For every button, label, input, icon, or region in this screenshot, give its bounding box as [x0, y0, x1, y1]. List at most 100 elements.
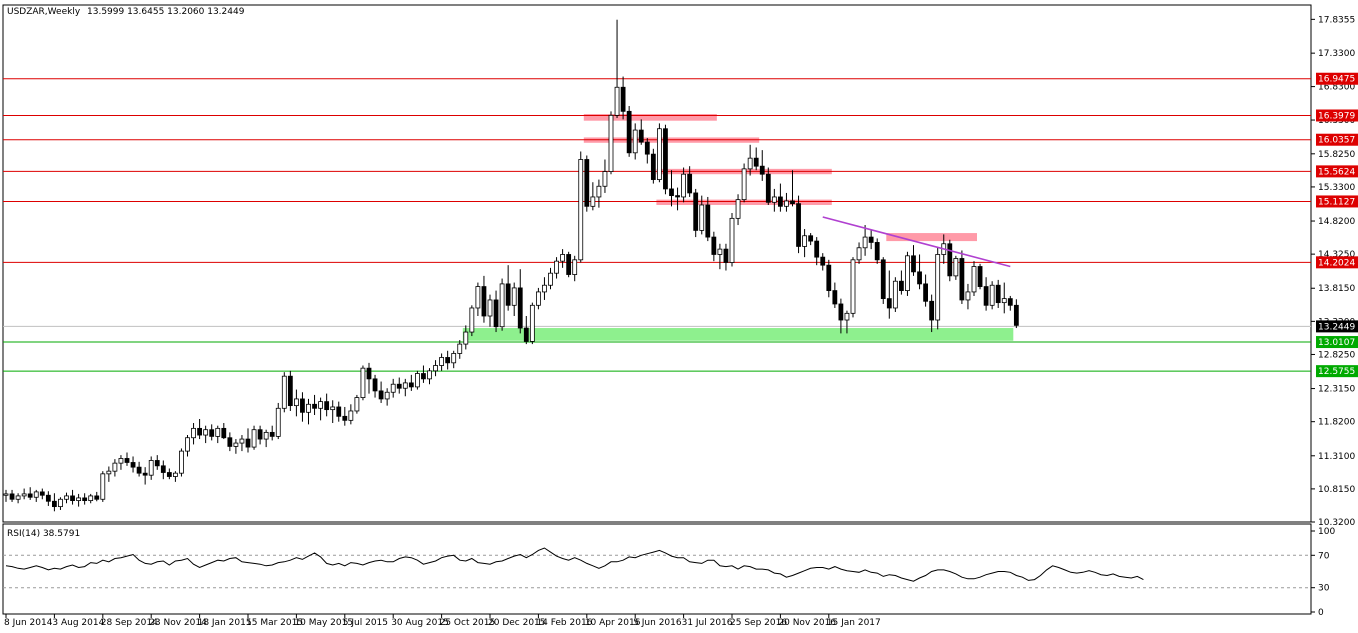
candle-body — [572, 259, 578, 275]
candle-body — [154, 460, 160, 467]
candle-body — [832, 290, 838, 305]
candle-body — [856, 247, 862, 261]
candle-body — [669, 188, 674, 197]
candle-body — [499, 283, 505, 328]
candle-body — [493, 299, 499, 328]
level-tag-label: 14.2024 — [1318, 258, 1355, 268]
price-tick-label: 15.3300 — [1318, 183, 1355, 193]
candle-body — [850, 259, 856, 314]
candle-body — [517, 287, 523, 329]
candle-body — [70, 495, 75, 501]
candle-body — [414, 373, 420, 388]
current-price-label: 13.2449 — [1318, 322, 1355, 332]
candle-body — [112, 462, 118, 472]
rsi-tick-label: 30 — [1318, 584, 1330, 594]
candle-body — [318, 401, 324, 409]
candle-body — [693, 192, 699, 231]
candle-body — [39, 491, 45, 496]
candle-body — [408, 382, 414, 388]
candle-body — [989, 284, 995, 306]
candle-body — [9, 493, 15, 500]
candle-body — [197, 427, 203, 436]
level-tag-label: 12.5755 — [1318, 367, 1355, 377]
price-tick-label: 12.8250 — [1318, 350, 1355, 360]
candle-body — [82, 497, 88, 501]
candle-body — [348, 410, 354, 421]
candle-body — [729, 217, 735, 263]
rsi-layer: 100 70 30 0 — [3, 527, 1335, 618]
candle-body — [977, 266, 983, 287]
candle-body — [142, 472, 148, 476]
candle-body — [784, 200, 789, 207]
candle-body — [209, 429, 215, 437]
rsi-tick-label: 100 — [1318, 527, 1335, 537]
candle-body — [632, 129, 638, 154]
candle-body — [620, 86, 626, 112]
candle-body — [354, 397, 360, 412]
zone-rect — [462, 328, 1014, 341]
candle-body — [15, 495, 21, 500]
time-tick-label: 20 Dec 2015 — [488, 618, 546, 628]
candle-body — [475, 286, 481, 309]
candle-body — [221, 427, 227, 439]
candle-body — [759, 165, 765, 175]
trendline-layer — [822, 216, 1011, 268]
rsi-line — [5, 547, 1144, 582]
candle-body — [58, 498, 63, 508]
time-tick-label: 20 Nov 2016 — [778, 618, 836, 628]
candle-body — [638, 129, 644, 143]
level-line-layer — [3, 78, 1311, 372]
candle-body — [650, 153, 656, 180]
candle-body — [281, 375, 287, 409]
candle-layer — [3, 19, 1019, 512]
current-price-tag — [1316, 320, 1358, 333]
candle-body — [935, 254, 941, 321]
candle-body — [191, 427, 196, 439]
price-tick-label: 11.8200 — [1318, 418, 1355, 428]
candle-body — [802, 235, 807, 247]
candle-body — [511, 287, 517, 306]
candle-body — [778, 196, 783, 207]
price-tick-label: 10.3200 — [1318, 518, 1355, 528]
time-tick-label: 10 May 2015 — [294, 618, 353, 628]
price-tick-label: 14.3250 — [1318, 250, 1355, 260]
candle-body — [203, 429, 209, 436]
candle-body — [995, 284, 1001, 304]
candle-body — [711, 236, 717, 255]
level-tag-label: 16.3979 — [1318, 111, 1355, 121]
candle-body — [433, 365, 438, 372]
candle-body — [330, 406, 336, 411]
candle-body — [717, 248, 723, 255]
candle-body — [765, 173, 771, 203]
candle-body — [245, 438, 251, 448]
level-tag — [1316, 109, 1358, 122]
candle-body — [293, 398, 299, 407]
candle-body — [735, 199, 741, 219]
candle-body — [427, 370, 432, 380]
candle-body — [687, 173, 693, 194]
time-tick-label: 28 Sep 2014 — [101, 618, 158, 628]
candle-body — [959, 258, 965, 301]
candle-body — [396, 383, 402, 389]
level-tag-label: 15.1127 — [1318, 197, 1355, 207]
price-tick-label: 10.8150 — [1318, 485, 1355, 495]
time-tick-label: 15 Mar 2015 — [246, 618, 303, 628]
candle-body — [215, 427, 221, 437]
time-tick-label: 15 Jan 2017 — [827, 618, 881, 628]
candle-body — [899, 280, 904, 291]
candle-body — [542, 284, 547, 293]
candle-body — [675, 195, 680, 198]
candle-body — [663, 128, 668, 190]
candle-body — [596, 185, 602, 198]
candle-body — [445, 357, 451, 364]
candle-body — [796, 203, 801, 247]
candle-body — [185, 437, 190, 452]
candle-body — [160, 465, 166, 473]
candle-body — [747, 157, 753, 170]
price-tick-label: 17.3300 — [1318, 49, 1355, 59]
candle-body — [590, 196, 596, 207]
candle-body — [239, 438, 245, 444]
rsi-plot-frame — [2, 523, 1312, 615]
candle-body — [862, 236, 868, 249]
